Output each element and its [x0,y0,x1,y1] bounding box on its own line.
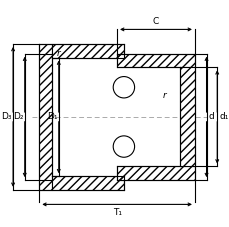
Bar [52,176,123,190]
Circle shape [113,76,134,98]
Bar [52,44,123,58]
Text: D₁: D₁ [47,112,57,121]
Bar [117,166,194,180]
Text: r: r [57,49,60,58]
Bar [52,176,123,190]
Bar [180,67,194,166]
Bar [52,44,123,58]
Bar [39,44,52,190]
Text: r: r [162,91,166,100]
Bar [180,67,194,166]
Bar [117,54,194,67]
Bar [117,54,194,67]
Text: d: d [207,112,213,121]
Bar [117,166,194,180]
Circle shape [113,136,134,157]
Text: D₂: D₂ [13,112,24,121]
Bar [117,67,180,166]
Bar [39,44,52,190]
Text: C: C [152,17,158,27]
Bar [52,58,123,176]
Text: D₃: D₃ [1,112,11,121]
Text: d₁: d₁ [218,112,228,121]
Text: T₁: T₁ [112,208,121,217]
